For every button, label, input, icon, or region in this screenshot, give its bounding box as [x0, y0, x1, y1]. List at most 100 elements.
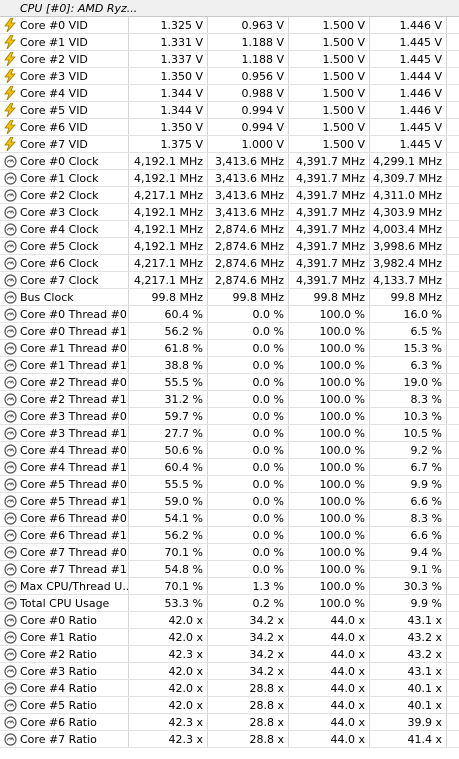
min-value: 0.0 %	[208, 340, 289, 356]
sensor-name-cell: Core #0 VID	[0, 17, 129, 33]
max-value: 44.0 x	[289, 663, 370, 679]
min-value: 28.8 x	[208, 697, 289, 713]
sensor-row[interactable]: Core #6 Clock 4,217.1 MHz 2,874.6 MHz 4,391…	[0, 255, 459, 272]
average-value: 3,998.6 MHz	[370, 238, 447, 254]
sensor-row[interactable]: Core #5 Clock 4,192.1 MHz 2,874.6 MHz 4,391…	[0, 238, 459, 255]
sensor-row[interactable]: Core #1 Ratio 42.0 x 34.2 x 44.0 x 43.2 x	[0, 629, 459, 646]
sensor-name-cell: Core #5 Ratio	[0, 697, 129, 713]
sensor-name-cell: Core #4 Ratio	[0, 680, 129, 696]
sensor-row[interactable]: Core #3 VID 1.350 V 0.956 V 1.500 V 1.444 V	[0, 68, 459, 85]
sensor-row[interactable]: Bus Clock 99.8 MHz 99.8 MHz 99.8 MHz 99.8 MH…	[0, 289, 459, 306]
sensor-row[interactable]: Core #4 Thread #0... 50.6 % 0.0 % 100.0 % 9.…	[0, 442, 459, 459]
gauge-icon	[3, 477, 17, 491]
max-value: 4,391.7 MHz	[289, 187, 370, 203]
min-value: 0.988 V	[208, 85, 289, 101]
sensor-name-cell: Core #5 Thread #0...	[0, 476, 129, 492]
current-value: 70.1 %	[129, 578, 208, 594]
sensor-label: Core #1 Clock	[20, 171, 99, 185]
max-value: 1.500 V	[289, 85, 370, 101]
gauge-icon	[3, 460, 17, 474]
sensor-row[interactable]: Max CPU/Thread U... 70.1 % 1.3 % 100.0 % 30.…	[0, 578, 459, 595]
sensor-row[interactable]: Core #3 Clock 4,192.1 MHz 3,413.6 MHz 4,391…	[0, 204, 459, 221]
sensor-row[interactable]: Core #1 Thread #1... 38.8 % 0.0 % 100.0 % 6.…	[0, 357, 459, 374]
sensor-row[interactable]: Core #7 Ratio 42.3 x 28.8 x 44.0 x 41.4 x	[0, 731, 459, 748]
min-value: 0.963 V	[208, 17, 289, 33]
sensor-row[interactable]: Core #2 VID 1.337 V 1.188 V 1.500 V 1.445 V	[0, 51, 459, 68]
max-value: 44.0 x	[289, 629, 370, 645]
average-value: 6.5 %	[370, 323, 447, 339]
sensor-label: Core #2 Clock	[20, 188, 99, 202]
average-value: 9.2 %	[370, 442, 447, 458]
sensor-row[interactable]: Core #3 Ratio 42.0 x 34.2 x 44.0 x 43.1 x	[0, 663, 459, 680]
sensor-row[interactable]: Core #4 Thread #1... 60.4 % 0.0 % 100.0 % 6.…	[0, 459, 459, 476]
voltage-bolt-icon	[3, 137, 17, 151]
sensor-row[interactable]: Core #1 Clock 4,192.1 MHz 3,413.6 MHz 4,391…	[0, 170, 459, 187]
sensor-row[interactable]: Core #2 Thread #1... 31.2 % 0.0 % 100.0 % 8.…	[0, 391, 459, 408]
average-value: 43.2 x	[370, 629, 447, 645]
current-value: 56.2 %	[129, 527, 208, 543]
sensor-row[interactable]: Core #0 Thread #1... 56.2 % 0.0 % 100.0 % 6.…	[0, 323, 459, 340]
sensor-row[interactable]: Core #5 Ratio 42.0 x 28.8 x 44.0 x 40.1 x	[0, 697, 459, 714]
sensor-row[interactable]: Core #5 Thread #1... 59.0 % 0.0 % 100.0 % 6.…	[0, 493, 459, 510]
sensor-row[interactable]: Core #1 VID 1.331 V 1.188 V 1.500 V 1.445 V	[0, 34, 459, 51]
sensor-label: Core #0 Thread #0...	[20, 307, 128, 321]
sensor-label: Core #6 Clock	[20, 256, 99, 270]
sensor-row[interactable]: Core #4 Clock 4,192.1 MHz 2,874.6 MHz 4,391…	[0, 221, 459, 238]
sensor-row[interactable]: Core #0 Clock 4,192.1 MHz 3,413.6 MHz 4,391…	[0, 153, 459, 170]
sensor-name-cell: Core #1 Clock	[0, 170, 129, 186]
min-value: 0.0 %	[208, 357, 289, 373]
gauge-icon	[3, 375, 17, 389]
average-value: 1.446 V	[370, 102, 447, 118]
sensor-label: Core #6 Thread #1...	[20, 528, 128, 542]
average-value: 16.0 %	[370, 306, 447, 322]
average-value: 1.446 V	[370, 17, 447, 33]
sensor-label: Core #0 Thread #1...	[20, 324, 128, 338]
min-value: 99.8 MHz	[208, 289, 289, 305]
average-value: 40.1 x	[370, 680, 447, 696]
sensor-row[interactable]: Core #2 Thread #0... 55.5 % 0.0 % 100.0 % 19…	[0, 374, 459, 391]
max-value: 100.0 %	[289, 442, 370, 458]
gauge-icon	[3, 409, 17, 423]
sensor-row[interactable]: Core #5 Thread #0... 55.5 % 0.0 % 100.0 % 9.…	[0, 476, 459, 493]
sensor-row[interactable]: Core #1 Thread #0... 61.8 % 0.0 % 100.0 % 15…	[0, 340, 459, 357]
gauge-icon	[3, 511, 17, 525]
max-value: 100.0 %	[289, 306, 370, 322]
max-value: 4,391.7 MHz	[289, 153, 370, 169]
min-value: 0.0 %	[208, 476, 289, 492]
sensor-row[interactable]: Total CPU Usage 53.3 % 0.2 % 100.0 % 9.9 %	[0, 595, 459, 612]
sensor-row[interactable]: Core #7 Thread #0... 70.1 % 0.0 % 100.0 % 9.…	[0, 544, 459, 561]
gauge-icon	[3, 664, 17, 678]
sensor-name-cell: Core #3 Clock	[0, 204, 129, 220]
sensor-label: Core #4 Clock	[20, 222, 99, 236]
current-value: 4,192.1 MHz	[129, 170, 208, 186]
average-value: 1.445 V	[370, 119, 447, 135]
sensor-row[interactable]: Core #0 Thread #0... 60.4 % 0.0 % 100.0 % 16…	[0, 306, 459, 323]
min-value: 0.0 %	[208, 510, 289, 526]
sensor-row[interactable]: Core #4 Ratio 42.0 x 28.8 x 44.0 x 40.1 x	[0, 680, 459, 697]
max-value: 1.500 V	[289, 102, 370, 118]
sensor-row[interactable]: Core #2 Clock 4,217.1 MHz 3,413.6 MHz 4,391…	[0, 187, 459, 204]
current-value: 4,192.1 MHz	[129, 238, 208, 254]
sensor-row[interactable]: Core #5 VID 1.344 V 0.994 V 1.500 V 1.446 V	[0, 102, 459, 119]
sensor-group-header[interactable]: CPU [#0]: AMD Ryz...	[0, 0, 459, 17]
average-value: 8.3 %	[370, 391, 447, 407]
sensor-row[interactable]: Core #7 VID 1.375 V 1.000 V 1.500 V 1.445 V	[0, 136, 459, 153]
sensor-row[interactable]: Core #6 Thread #0... 54.1 % 0.0 % 100.0 % 8.…	[0, 510, 459, 527]
sensor-row[interactable]: Core #7 Thread #1... 54.8 % 0.0 % 100.0 % 9.…	[0, 561, 459, 578]
sensor-row[interactable]: Core #6 VID 1.350 V 0.994 V 1.500 V 1.445 V	[0, 119, 459, 136]
sensor-row[interactable]: Core #0 VID 1.325 V 0.963 V 1.500 V 1.446 V	[0, 17, 459, 34]
sensor-row[interactable]: Core #3 Thread #1... 27.7 % 0.0 % 100.0 % 10…	[0, 425, 459, 442]
sensor-row[interactable]: Core #3 Thread #0... 59.7 % 0.0 % 100.0 % 10…	[0, 408, 459, 425]
min-value: 3,413.6 MHz	[208, 170, 289, 186]
current-value: 61.8 %	[129, 340, 208, 356]
sensor-row[interactable]: Core #2 Ratio 42.3 x 34.2 x 44.0 x 43.2 x	[0, 646, 459, 663]
sensor-row[interactable]: Core #6 Ratio 42.3 x 28.8 x 44.0 x 39.9 x	[0, 714, 459, 731]
sensor-row[interactable]: Core #4 VID 1.344 V 0.988 V 1.500 V 1.446 V	[0, 85, 459, 102]
sensor-name-cell: Core #6 VID	[0, 119, 129, 135]
sensor-row[interactable]: Core #7 Clock 4,217.1 MHz 2,874.6 MHz 4,391…	[0, 272, 459, 289]
sensor-row[interactable]: Core #0 Ratio 42.0 x 34.2 x 44.0 x 43.1 x	[0, 612, 459, 629]
current-value: 54.1 %	[129, 510, 208, 526]
max-value: 44.0 x	[289, 612, 370, 628]
sensor-row[interactable]: Core #6 Thread #1... 56.2 % 0.0 % 100.0 % 6.…	[0, 527, 459, 544]
min-value: 1.188 V	[208, 51, 289, 67]
